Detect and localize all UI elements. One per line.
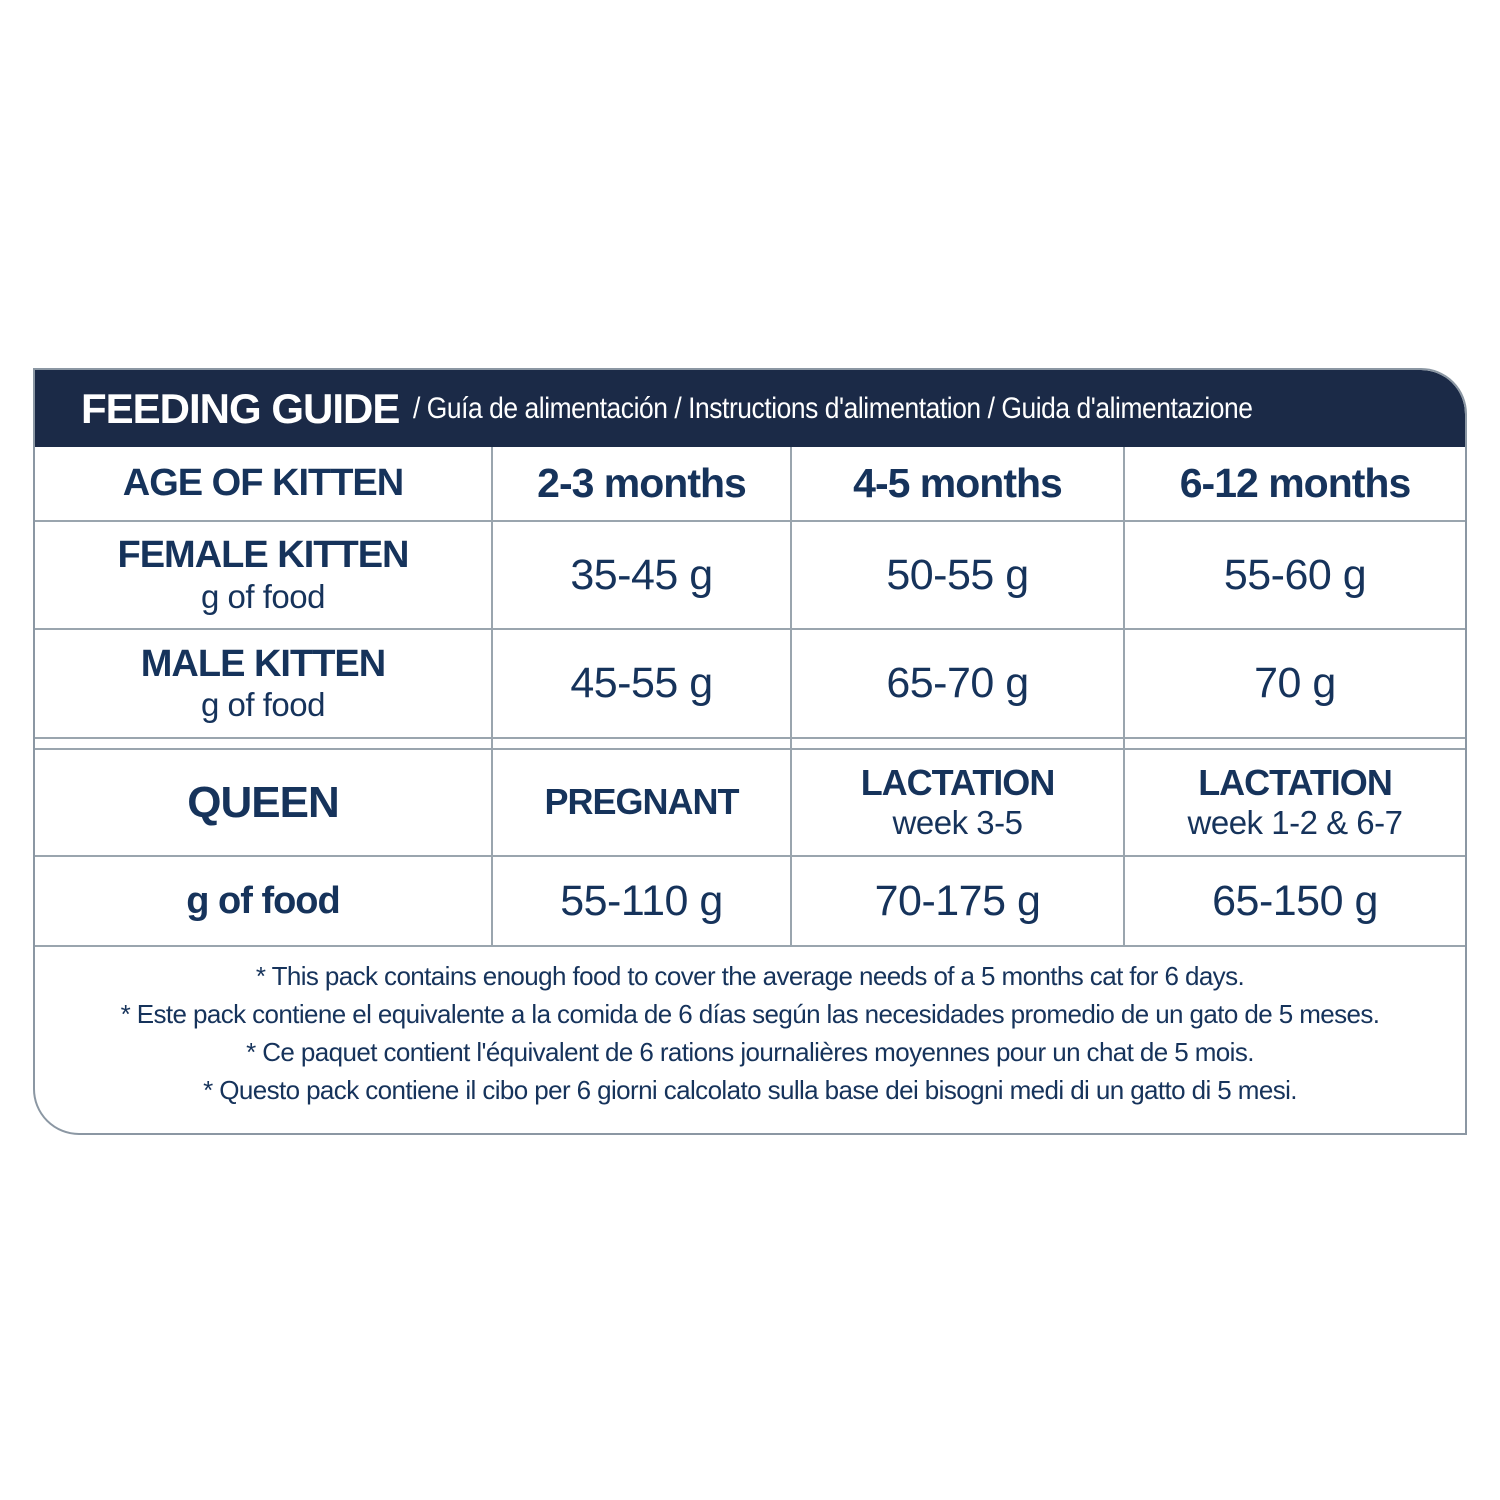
queen-pregnant-cell: PREGNANT <box>493 750 792 857</box>
male-kitten-label-cell: MALE KITTEN g of food <box>35 630 493 739</box>
feeding-table: AGE OF KITTEN 2-3 months 4-5 months 6-12… <box>35 447 1465 1133</box>
footnote-en: * This pack contains enough food to cove… <box>255 961 1245 991</box>
section-separator <box>493 739 792 750</box>
queen-food-value-lactation-1-2-6-7: 65-150 g <box>1125 857 1465 947</box>
queen-label-cell: QUEEN <box>35 750 493 857</box>
male-kitten-value-4-5: 65-70 g <box>792 630 1125 739</box>
feeding-guide-header: FEEDING GUIDE / Guía de alimentación / I… <box>35 370 1465 447</box>
section-separator <box>792 739 1125 750</box>
col-header-age: AGE OF KITTEN <box>35 447 493 522</box>
male-kitten-value-6-12: 70 g <box>1125 630 1465 739</box>
col-header-2-3-months: 2-3 months <box>493 447 792 522</box>
queen-lactation-1-2-6-7-cell: LACTATION week 1-2 & 6-7 <box>1125 750 1465 857</box>
guide-title: FEEDING GUIDE <box>81 384 400 432</box>
male-kitten-value-2-3: 45-55 g <box>493 630 792 739</box>
guide-subtitle: / Guía de alimentación / Instructions d'… <box>413 391 1253 425</box>
section-separator <box>35 739 493 750</box>
col-header-4-5-months: 4-5 months <box>792 447 1125 522</box>
footnote-fr: * Ce paquet contient l'équivalent de 6 r… <box>246 1037 1254 1067</box>
col-header-6-12-months: 6-12 months <box>1125 447 1465 522</box>
footnotes-block: * This pack contains enough food to cove… <box>35 947 1465 1133</box>
footnote-it: * Questo pack contiene il cibo per 6 gio… <box>203 1075 1297 1105</box>
queen-food-label-cell: g of food <box>35 857 493 947</box>
female-kitten-value-6-12: 55-60 g <box>1125 522 1465 630</box>
female-kitten-value-4-5: 50-55 g <box>792 522 1125 630</box>
female-kitten-value-2-3: 35-45 g <box>493 522 792 630</box>
section-separator <box>1125 739 1465 750</box>
queen-lactation-3-5-cell: LACTATION week 3-5 <box>792 750 1125 857</box>
queen-food-value-pregnant: 55-110 g <box>493 857 792 947</box>
female-kitten-label-cell: FEMALE KITTEN g of food <box>35 522 493 630</box>
footnote-es: * Este pack contiene el equivalente a la… <box>120 999 1380 1029</box>
feeding-guide-panel: FEEDING GUIDE / Guía de alimentación / I… <box>33 368 1467 1135</box>
queen-food-value-lactation-3-5: 70-175 g <box>792 857 1125 947</box>
